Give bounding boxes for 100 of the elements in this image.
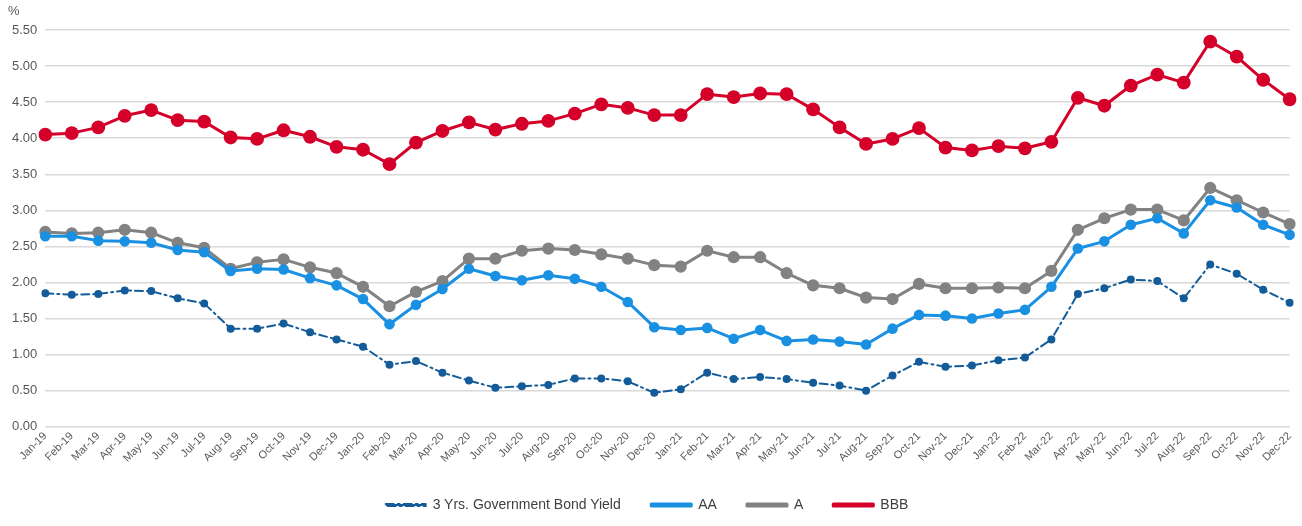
point — [200, 299, 209, 308]
point — [568, 243, 581, 257]
point — [809, 378, 818, 387]
point — [359, 342, 368, 351]
point — [1229, 49, 1244, 64]
point — [223, 130, 238, 145]
point — [118, 223, 131, 236]
point — [859, 291, 873, 304]
point — [675, 324, 687, 336]
point — [886, 292, 899, 306]
point — [145, 237, 157, 249]
y-tick-label: 4.50 — [11, 93, 38, 109]
point — [1285, 298, 1294, 307]
point — [543, 269, 554, 281]
point — [306, 328, 315, 337]
point — [779, 87, 794, 102]
point — [40, 231, 51, 242]
point — [251, 263, 263, 275]
point — [727, 251, 740, 264]
point — [435, 124, 450, 138]
point — [437, 283, 448, 295]
point — [594, 97, 609, 112]
point — [303, 261, 317, 274]
point — [226, 324, 235, 333]
point — [1020, 353, 1029, 362]
point — [832, 120, 847, 135]
point — [1284, 229, 1295, 241]
point — [1018, 141, 1032, 156]
point — [888, 371, 897, 380]
point — [1257, 206, 1270, 219]
point — [279, 319, 288, 328]
point — [966, 313, 978, 324]
point — [780, 266, 793, 280]
point — [119, 236, 131, 247]
point — [67, 290, 76, 299]
point — [1153, 277, 1162, 286]
y-tick-label: 2.00 — [11, 274, 38, 290]
point — [991, 139, 1006, 154]
point — [1019, 304, 1031, 316]
point — [1072, 243, 1084, 254]
point — [197, 114, 212, 129]
point — [570, 374, 579, 383]
point — [1126, 275, 1135, 284]
point — [621, 252, 634, 265]
y-tick-label: 5.00 — [11, 57, 38, 73]
point — [1071, 223, 1084, 236]
point — [147, 287, 156, 296]
point — [703, 368, 712, 377]
point — [1282, 92, 1297, 107]
point — [1259, 285, 1268, 294]
point — [835, 381, 844, 390]
point — [1203, 34, 1218, 49]
point — [993, 308, 1004, 319]
y-tick-label: 1.00 — [11, 346, 38, 362]
point — [94, 290, 103, 299]
point — [514, 116, 529, 131]
point — [729, 375, 738, 384]
point — [170, 113, 185, 128]
point — [356, 142, 370, 157]
point — [332, 335, 341, 344]
point — [1232, 269, 1241, 278]
point — [144, 103, 159, 117]
y-tick-label: 3.00 — [11, 201, 38, 217]
point — [1179, 294, 1188, 303]
point — [490, 270, 501, 282]
point — [145, 226, 158, 239]
point — [620, 101, 635, 115]
point — [515, 244, 528, 257]
point — [781, 335, 792, 347]
point — [491, 383, 500, 392]
point — [356, 280, 370, 293]
point — [409, 285, 423, 298]
point — [1123, 78, 1138, 93]
point — [1178, 228, 1190, 239]
point — [1097, 98, 1112, 113]
point — [277, 253, 290, 266]
point — [1018, 282, 1032, 295]
point — [833, 282, 846, 295]
point — [648, 321, 660, 333]
point — [648, 259, 661, 272]
point — [597, 374, 606, 383]
point — [1100, 284, 1109, 293]
point — [967, 361, 976, 370]
y-tick-label: 3.50 — [11, 165, 38, 181]
point — [329, 139, 344, 154]
point — [1204, 181, 1217, 195]
point — [941, 362, 950, 371]
point — [385, 360, 394, 369]
point — [1046, 281, 1057, 293]
point — [938, 140, 953, 155]
point — [463, 263, 475, 275]
point — [462, 115, 476, 130]
point — [462, 252, 476, 265]
point — [782, 375, 791, 384]
point — [38, 127, 53, 142]
point — [753, 86, 768, 101]
point — [304, 272, 316, 284]
point — [700, 87, 715, 102]
point — [860, 339, 872, 350]
point — [92, 235, 104, 246]
